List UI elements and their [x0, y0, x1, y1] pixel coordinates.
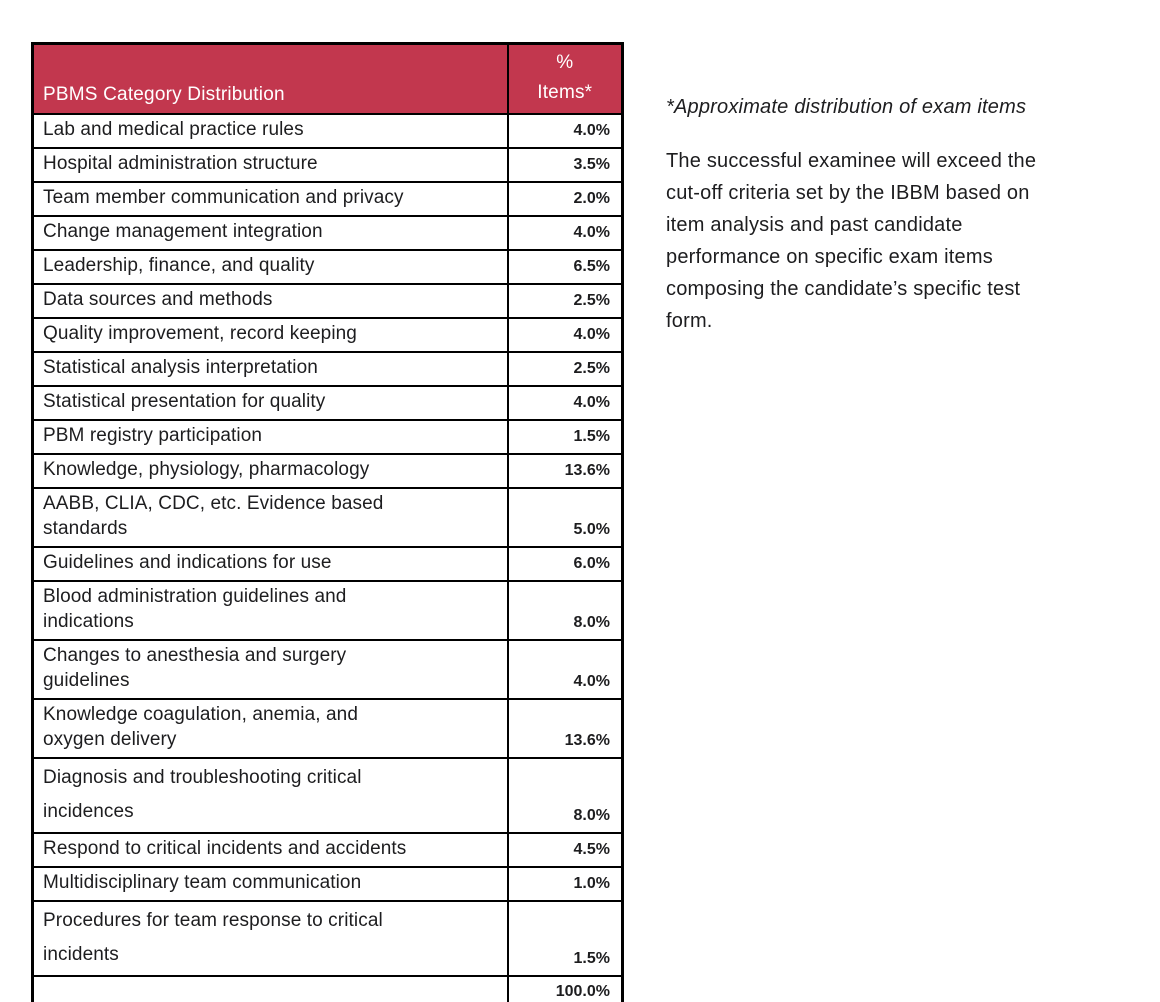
category-cell: Hospital administration structure: [31, 146, 509, 183]
percent-cell: 5.0%: [506, 486, 624, 548]
category-cell: Blood administration guidelines and indi…: [31, 579, 509, 641]
table-header-percent-items: % Items*: [506, 42, 624, 115]
percent-cell: 1.0%: [506, 865, 624, 902]
percent-cell: 2.0%: [506, 180, 624, 217]
table-row: Changes to anesthesia and surgery guidel…: [31, 638, 624, 700]
percent-cell: 2.5%: [506, 350, 624, 387]
category-cell: Knowledge coagulation, anemia, and oxyge…: [31, 697, 509, 759]
category-cell: Team member communication and privacy: [31, 180, 509, 217]
percent-cell: 1.5%: [506, 899, 624, 977]
table-row: Lab and medical practice rules 4.0%: [31, 112, 624, 149]
percent-cell: 6.0%: [506, 545, 624, 582]
table-row: AABB, CLIA, CDC, etc. Evidence based sta…: [31, 486, 624, 548]
category-cell: AABB, CLIA, CDC, etc. Evidence based sta…: [31, 486, 509, 548]
percent-cell: 100.0%: [506, 974, 624, 1002]
table-header-category: PBMS Category Distribution: [31, 42, 509, 115]
table-row: Change management integration 4.0%: [31, 214, 624, 251]
percent-cell: 4.0%: [506, 214, 624, 251]
table-row: Team member communication and privacy 2.0…: [31, 180, 624, 217]
table-row: Guidelines and indications for use 6.0%: [31, 545, 624, 582]
category-cell: [31, 974, 509, 1002]
category-cell: PBM registry participation: [31, 418, 509, 455]
category-cell: Leadership, finance, and quality: [31, 248, 509, 285]
percent-cell: 4.0%: [506, 384, 624, 421]
table-body: Lab and medical practice rules 4.0% Hospit…: [31, 112, 624, 1002]
table-row: 100.0%: [31, 974, 624, 1002]
table-row: Statistical analysis interpretation 2.5%: [31, 350, 624, 387]
notes-block: *Approximate distribution of exam items …: [666, 94, 1136, 337]
table-row: Leadership, finance, and quality 6.5%: [31, 248, 624, 285]
category-cell: Lab and medical practice rules: [31, 112, 509, 149]
category-cell: Diagnosis and troubleshooting critical i…: [31, 756, 509, 834]
percent-cell: 13.6%: [506, 697, 624, 759]
percent-cell: 4.0%: [506, 638, 624, 700]
percent-cell: 8.0%: [506, 756, 624, 834]
table-row: Data sources and methods 2.5%: [31, 282, 624, 319]
table-row: Knowledge, physiology, pharmacology 13.6%: [31, 452, 624, 489]
percent-cell: 4.0%: [506, 112, 624, 149]
category-cell: Quality improvement, record keeping: [31, 316, 509, 353]
table-row: Knowledge coagulation, anemia, and oxyge…: [31, 697, 624, 759]
percent-cell: 3.5%: [506, 146, 624, 183]
approximate-distribution-footnote: *Approximate distribution of exam items: [666, 96, 1027, 118]
category-cell: Change management integration: [31, 214, 509, 251]
category-cell: Guidelines and indications for use: [31, 545, 509, 582]
table-row: Multidisciplinary team communication 1.0%: [31, 865, 624, 902]
table-row: Respond to critical incidents and accide…: [31, 831, 624, 868]
table-header-row: PBMS Category Distribution % Items*: [31, 42, 624, 115]
table-row: Diagnosis and troubleshooting critical i…: [31, 756, 624, 834]
percent-cell: 4.0%: [506, 316, 624, 353]
cutoff-criteria-paragraph: The successful examinee will exceed the …: [666, 150, 1037, 332]
percent-cell: 2.5%: [506, 282, 624, 319]
category-cell: Procedures for team response to critical…: [31, 899, 509, 977]
percent-cell: 6.5%: [506, 248, 624, 285]
table-row: Procedures for team response to critical…: [31, 899, 624, 977]
category-cell: Multidisciplinary team communication: [31, 865, 509, 902]
category-cell: Data sources and methods: [31, 282, 509, 319]
percent-cell: 8.0%: [506, 579, 624, 641]
category-cell: Statistical analysis interpretation: [31, 350, 509, 387]
table-row: PBM registry participation 1.5%: [31, 418, 624, 455]
percent-cell: 13.6%: [506, 452, 624, 489]
percent-cell: 1.5%: [506, 418, 624, 455]
percent-cell: 4.5%: [506, 831, 624, 868]
table-row: Quality improvement, record keeping 4.0%: [31, 316, 624, 353]
category-cell: Respond to critical incidents and accide…: [31, 831, 509, 868]
table-row: Hospital administration structure 3.5%: [31, 146, 624, 183]
pbms-distribution-table: PBMS Category Distribution % Items* Lab …: [31, 42, 624, 1002]
table-row: Blood administration guidelines and indi…: [31, 579, 624, 641]
table-row: Statistical presentation for quality 4.0%: [31, 384, 624, 421]
category-cell: Knowledge, physiology, pharmacology: [31, 452, 509, 489]
category-cell: Statistical presentation for quality: [31, 384, 509, 421]
category-cell: Changes to anesthesia and surgery guidel…: [31, 638, 509, 700]
